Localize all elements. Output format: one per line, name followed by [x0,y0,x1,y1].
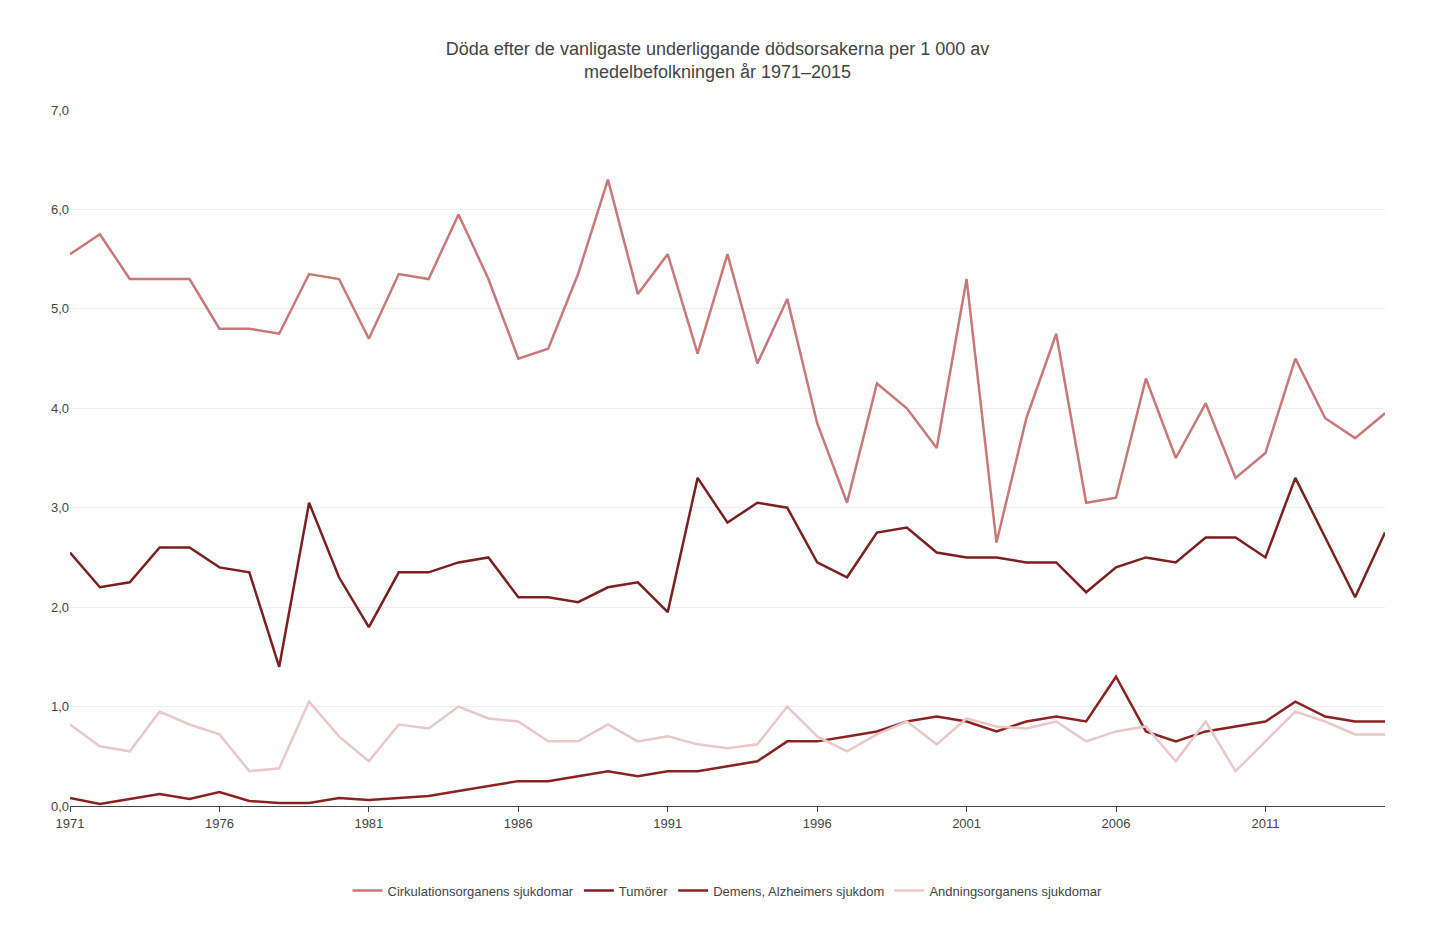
svg-text:1996: 1996 [803,816,832,831]
svg-text:Andningsorganens sjukdomar: Andningsorganens sjukdomar [929,884,1102,899]
svg-text:7,0: 7,0 [51,103,69,118]
svg-text:6,0: 6,0 [51,202,69,217]
svg-text:2011: 2011 [1251,816,1279,831]
svg-text:3,0: 3,0 [51,500,69,515]
svg-text:0,0: 0,0 [51,799,69,814]
svg-text:1,0: 1,0 [51,699,69,714]
svg-text:1986: 1986 [504,816,533,831]
svg-text:Cirkulationsorganens sjukdomar: Cirkulationsorganens sjukdomar [388,884,574,899]
svg-text:5,0: 5,0 [51,301,69,316]
svg-text:2,0: 2,0 [51,600,69,615]
svg-text:2006: 2006 [1102,816,1131,831]
svg-text:Demens, Alzheimers sjukdom: Demens, Alzheimers sjukdom [713,884,884,899]
svg-text:1991: 1991 [653,816,682,831]
svg-text:Döda efter de vanligaste under: Döda efter de vanligaste underliggande d… [446,39,989,82]
svg-text:Tumörer: Tumörer [619,884,668,899]
svg-text:1981: 1981 [354,816,383,831]
svg-text:4,0: 4,0 [51,401,69,416]
svg-text:1971: 1971 [56,816,85,831]
svg-text:1976: 1976 [205,816,234,831]
svg-text:2001: 2001 [952,816,981,831]
